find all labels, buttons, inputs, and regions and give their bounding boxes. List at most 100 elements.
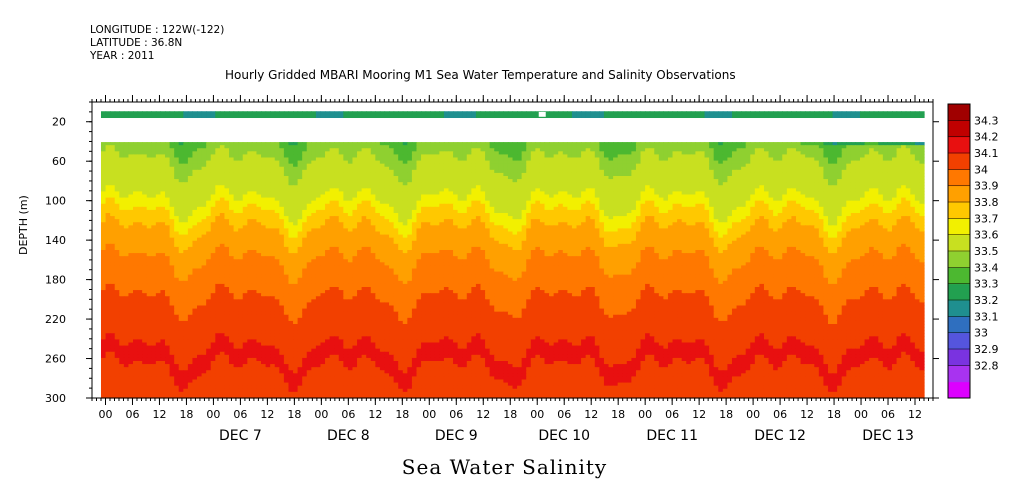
- salinity-cell: [366, 169, 372, 174]
- salinity-cell: [599, 142, 605, 146]
- salinity-cell: [649, 111, 655, 115]
- salinity-cell: [846, 182, 852, 186]
- salinity-cell: [430, 148, 436, 152]
- salinity-cell: [809, 182, 815, 186]
- salinity-cell: [823, 145, 829, 149]
- salinity-cell: [901, 151, 907, 156]
- salinity-cell: [887, 111, 893, 115]
- salinity-cell: [837, 169, 843, 174]
- salinity-cell: [110, 172, 116, 177]
- salinity-cell: [754, 151, 760, 156]
- salinity-cell: [411, 169, 418, 174]
- salinity-cell: [640, 172, 646, 177]
- salinity-cell: [201, 163, 207, 168]
- salinity-cell: [526, 148, 532, 152]
- salinity-cell: [709, 114, 715, 119]
- salinity-cell: [736, 160, 742, 165]
- salinity-cell: [617, 157, 623, 162]
- salinity-cell: [105, 111, 111, 115]
- salinity-cell: [526, 142, 532, 146]
- salinity-cell: [251, 182, 258, 186]
- salinity-cell: [503, 169, 509, 174]
- salinity-cell: [585, 142, 591, 146]
- salinity-cell: [466, 182, 472, 186]
- salinity-cell: [658, 179, 664, 183]
- salinity-cell: [768, 145, 774, 149]
- salinity-cell: [626, 160, 632, 165]
- salinity-cell: [389, 111, 395, 115]
- salinity-cell: [731, 179, 738, 183]
- salinity-cell: [210, 182, 216, 186]
- salinity-cell: [169, 182, 175, 186]
- salinity-cell: [626, 176, 632, 180]
- salinity-cell: [411, 111, 418, 115]
- salinity-cell: [146, 166, 152, 171]
- salinity-cell: [567, 148, 573, 152]
- salinity-cell: [585, 114, 591, 119]
- salinity-cell: [759, 111, 765, 115]
- salinity-cell: [293, 151, 299, 156]
- salinity-cell: [768, 169, 774, 174]
- salinity-cell: [512, 160, 518, 165]
- salinity-cell: [434, 154, 440, 159]
- salinity-cell: [663, 179, 669, 183]
- salinity-cell: [690, 142, 696, 146]
- salinity-cell: [155, 142, 162, 146]
- salinity-cell: [366, 163, 372, 168]
- salinity-cell: [823, 114, 829, 119]
- salinity-cell: [425, 166, 431, 171]
- salinity-cell: [229, 114, 235, 119]
- salinity-cell: [530, 160, 536, 165]
- salinity-cell: [169, 179, 175, 183]
- salinity-cell: [416, 148, 422, 152]
- salinity-cell: [759, 169, 765, 174]
- salinity-cell: [667, 176, 674, 180]
- salinity-cell: [731, 163, 738, 168]
- salinity-cell: [416, 172, 422, 177]
- salinity-cell: [901, 163, 907, 168]
- salinity-cell: [535, 166, 541, 171]
- salinity-cell: [187, 111, 194, 115]
- salinity-cell: [910, 154, 916, 159]
- salinity-cell: [430, 166, 436, 171]
- salinity-cell: [453, 163, 459, 168]
- salinity-cell: [265, 179, 271, 183]
- salinity-cell: [370, 111, 376, 115]
- salinity-cell: [878, 148, 884, 152]
- salinity-cell: [416, 142, 422, 146]
- salinity-cell: [137, 157, 143, 162]
- salinity-cell: [617, 163, 623, 168]
- salinity-cell: [507, 182, 514, 186]
- salinity-cell: [846, 154, 852, 159]
- salinity-cell: [686, 172, 692, 177]
- salinity-cell: [622, 172, 628, 177]
- salinity-cell: [229, 166, 235, 171]
- salinity-cell: [722, 160, 728, 165]
- salinity-cell: [763, 172, 770, 177]
- salinity-cell: [507, 172, 514, 177]
- salinity-cell: [663, 169, 669, 174]
- salinity-cell: [443, 179, 450, 183]
- salinity-cell: [119, 111, 125, 115]
- salinity-cell: [892, 163, 898, 168]
- salinity-cell: [411, 145, 418, 149]
- salinity-cell: [553, 148, 559, 152]
- salinity-cell: [402, 148, 408, 152]
- salinity-cell: [763, 142, 770, 146]
- salinity-cell: [192, 151, 198, 156]
- salinity-cell: [256, 142, 262, 146]
- salinity-cell: [576, 179, 582, 183]
- salinity-cell: [421, 182, 427, 186]
- salinity-cell: [155, 151, 162, 156]
- salinity-cell: [841, 176, 847, 180]
- salinity-cell: [709, 182, 715, 186]
- salinity-cell: [809, 151, 815, 156]
- salinity-cell: [201, 114, 207, 119]
- salinity-cell: [594, 148, 600, 152]
- salinity-cell: [384, 114, 390, 119]
- salinity-cell: [466, 148, 472, 152]
- salinity-cell: [558, 154, 564, 159]
- salinity-cell: [119, 172, 125, 177]
- salinity-cell: [187, 163, 194, 168]
- salinity-cell: [777, 145, 783, 149]
